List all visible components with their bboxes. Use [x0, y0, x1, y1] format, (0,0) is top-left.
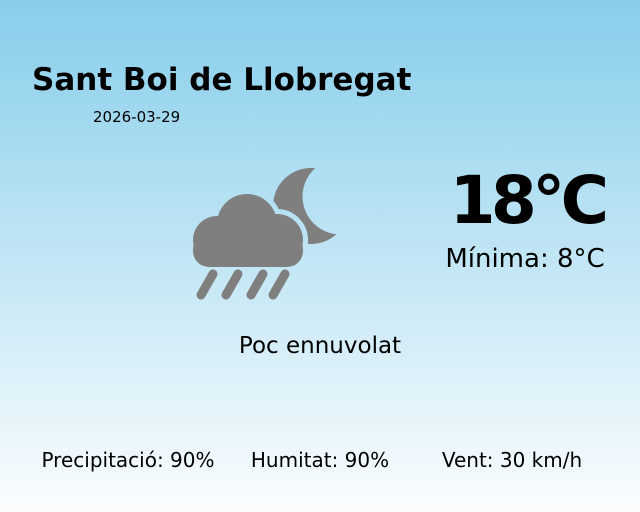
minimum-temperature: Mínima: 8°C	[445, 244, 605, 274]
wind-stat: Vent: 30 km/h	[441, 448, 583, 472]
date-label: 2026-03-29	[93, 108, 181, 126]
precipitation-stat: Precipitació: 90%	[41, 448, 215, 472]
location-title: Sant Boi de Llobregat	[32, 62, 412, 98]
cloud-shape	[193, 194, 303, 267]
rain-drops	[196, 269, 290, 300]
condition-text: Poc ennuvolat	[238, 333, 402, 359]
temperature-value: 18°C	[449, 162, 609, 239]
cloud-moon-rain-icon	[193, 168, 349, 300]
humidity-stat: Humitat: 90%	[250, 448, 390, 472]
